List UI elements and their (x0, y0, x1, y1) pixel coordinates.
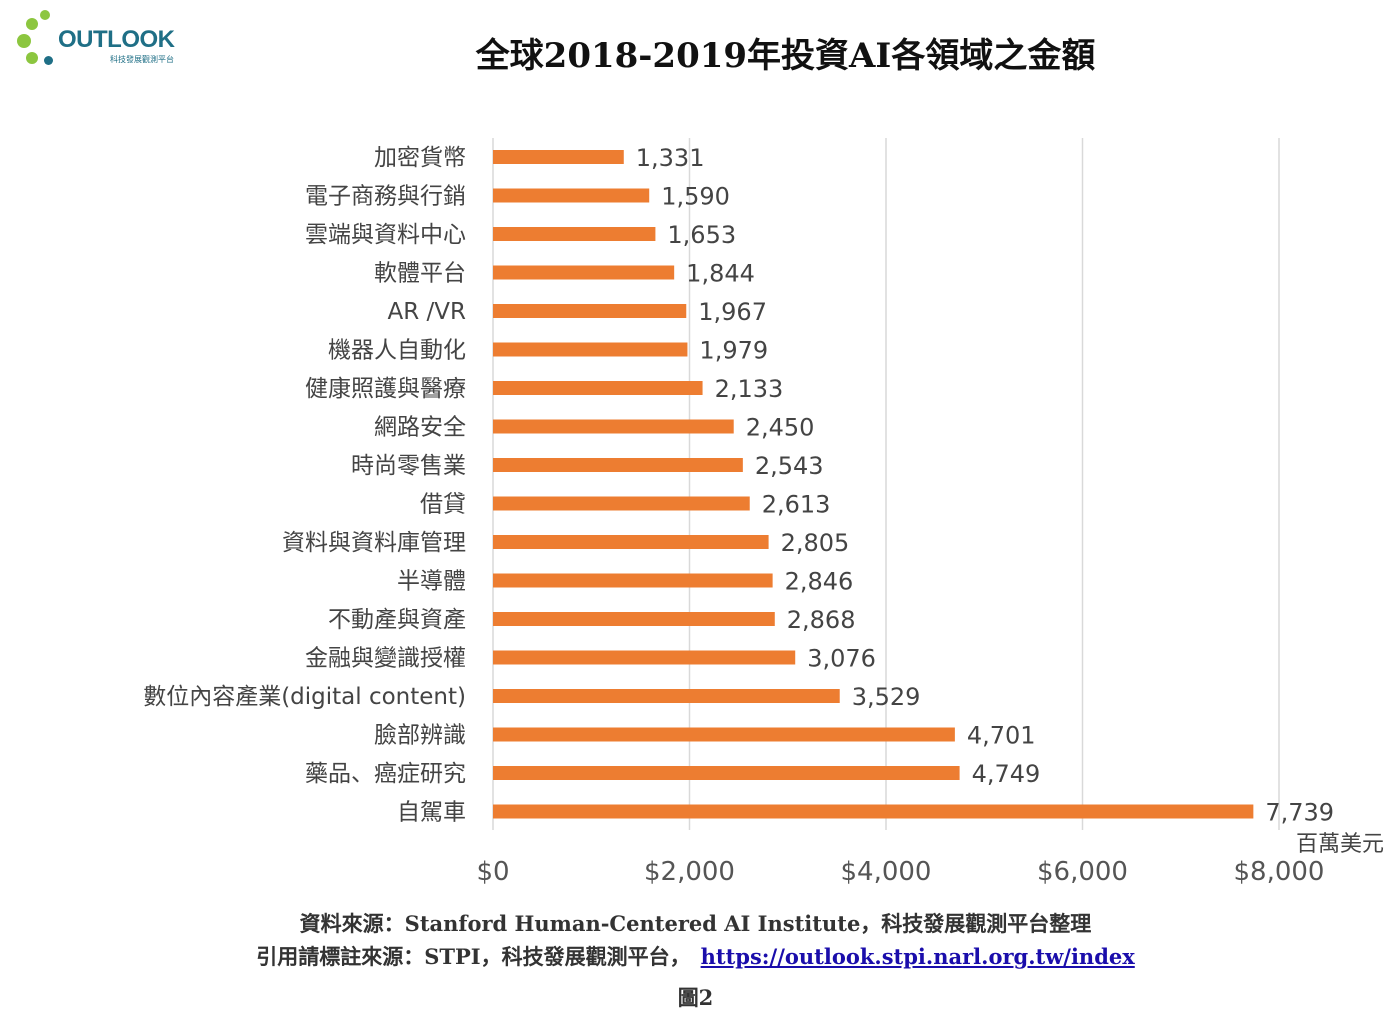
logo-wordmark: OUTLOOK (58, 26, 175, 53)
bar (493, 381, 703, 395)
x-tick-label: $2,000 (644, 857, 735, 887)
bar (493, 573, 773, 588)
category-label: 半導體 (397, 569, 466, 595)
bar (493, 188, 650, 203)
x-tick-label: $0 (476, 857, 509, 887)
category-label: 金融與變識授權 (305, 646, 466, 672)
x-tick-label: $8,000 (1234, 857, 1325, 887)
category-label: 資料與資料庫管理 (282, 530, 466, 556)
bar (493, 265, 675, 280)
category-label: 軟體平台 (374, 261, 466, 287)
bar (493, 612, 775, 626)
data-label: 2,805 (781, 529, 850, 557)
category-label: 機器人自動化 (328, 338, 466, 364)
category-label: 臉部辨識 (374, 723, 466, 749)
source-link[interactable]: https://outlook.stpi.narl.org.tw/index (700, 944, 1135, 969)
bar (493, 496, 750, 511)
data-label: 2,868 (787, 606, 856, 634)
data-label: 1,967 (698, 298, 767, 326)
bar (493, 727, 955, 742)
category-label: 健康照護與醫療 (305, 376, 466, 402)
category-label: 自駕車 (397, 800, 466, 826)
logo-dot-icon (17, 34, 31, 48)
bar (493, 458, 743, 472)
data-label: 2,846 (785, 568, 854, 596)
data-label: 3,529 (852, 683, 921, 711)
data-label: 2,133 (715, 375, 784, 403)
logo-dot-icon (44, 56, 53, 65)
category-label: 加密貨幣 (374, 145, 466, 171)
logo-dot-icon (26, 18, 38, 30)
data-label: 7,739 (1265, 799, 1334, 827)
bar (493, 535, 769, 549)
category-label: AR /VR (388, 299, 467, 325)
data-label: 4,749 (972, 760, 1041, 788)
data-label: 2,543 (755, 452, 824, 480)
data-label: 1,653 (667, 221, 736, 249)
category-label: 網路安全 (374, 415, 466, 441)
bar (493, 227, 656, 241)
data-label: 1,590 (661, 183, 730, 211)
citation-note: 引用請標註來源：STPI，科技發展觀測平台， https://outlook.st… (0, 941, 1391, 971)
citation-text: 引用請標註來源：STPI，科技發展觀測平台， (256, 944, 691, 969)
bar (493, 804, 1254, 819)
data-label: 2,450 (746, 414, 815, 442)
logo-dot-icon (40, 10, 50, 20)
figure-label: 圖2 (677, 985, 714, 1010)
data-label: 4,701 (967, 722, 1036, 750)
bar (493, 150, 624, 164)
category-label: 數位內容產業(digital content) (143, 684, 466, 710)
x-tick-label: $4,000 (841, 857, 932, 887)
unit-label: 百萬美元 (1296, 832, 1384, 857)
bar (493, 304, 687, 318)
data-label: 2,613 (762, 491, 831, 519)
bar-chart: $0 $2,000 $4,000 $6,000 $8,000 加密貨幣 1,331 電子商務與… (143, 138, 1384, 887)
outlook-logo: OUTLOOK 科技發展觀測平台 (14, 8, 189, 70)
category-label: 不動產與資產 (328, 607, 466, 633)
bar (493, 689, 840, 703)
bar (493, 766, 960, 780)
data-label: 1,979 (699, 337, 768, 365)
category-label: 雲端與資料中心 (305, 222, 466, 248)
bar (493, 342, 688, 357)
category-label: 藥品、癌症研究 (305, 761, 466, 787)
data-label: 1,844 (686, 260, 755, 288)
bar (493, 650, 796, 665)
category-label: 電子商務與行銷 (305, 184, 466, 210)
data-label: 3,076 (807, 645, 876, 673)
bar (493, 419, 734, 434)
category-label: 借貸 (420, 492, 466, 518)
source-note: 資料來源：Stanford Human-Centered AI Institut… (299, 911, 1092, 936)
logo-subtitle: 科技發展觀測平台 (110, 55, 174, 64)
logo-dot-icon (26, 52, 38, 64)
x-tick-label: $6,000 (1037, 857, 1128, 887)
data-label: 1,331 (636, 144, 705, 172)
chart-title: 全球2018-2019年投資AI各領域之金額 (475, 36, 1096, 76)
category-label: 時尚零售業 (351, 453, 466, 479)
